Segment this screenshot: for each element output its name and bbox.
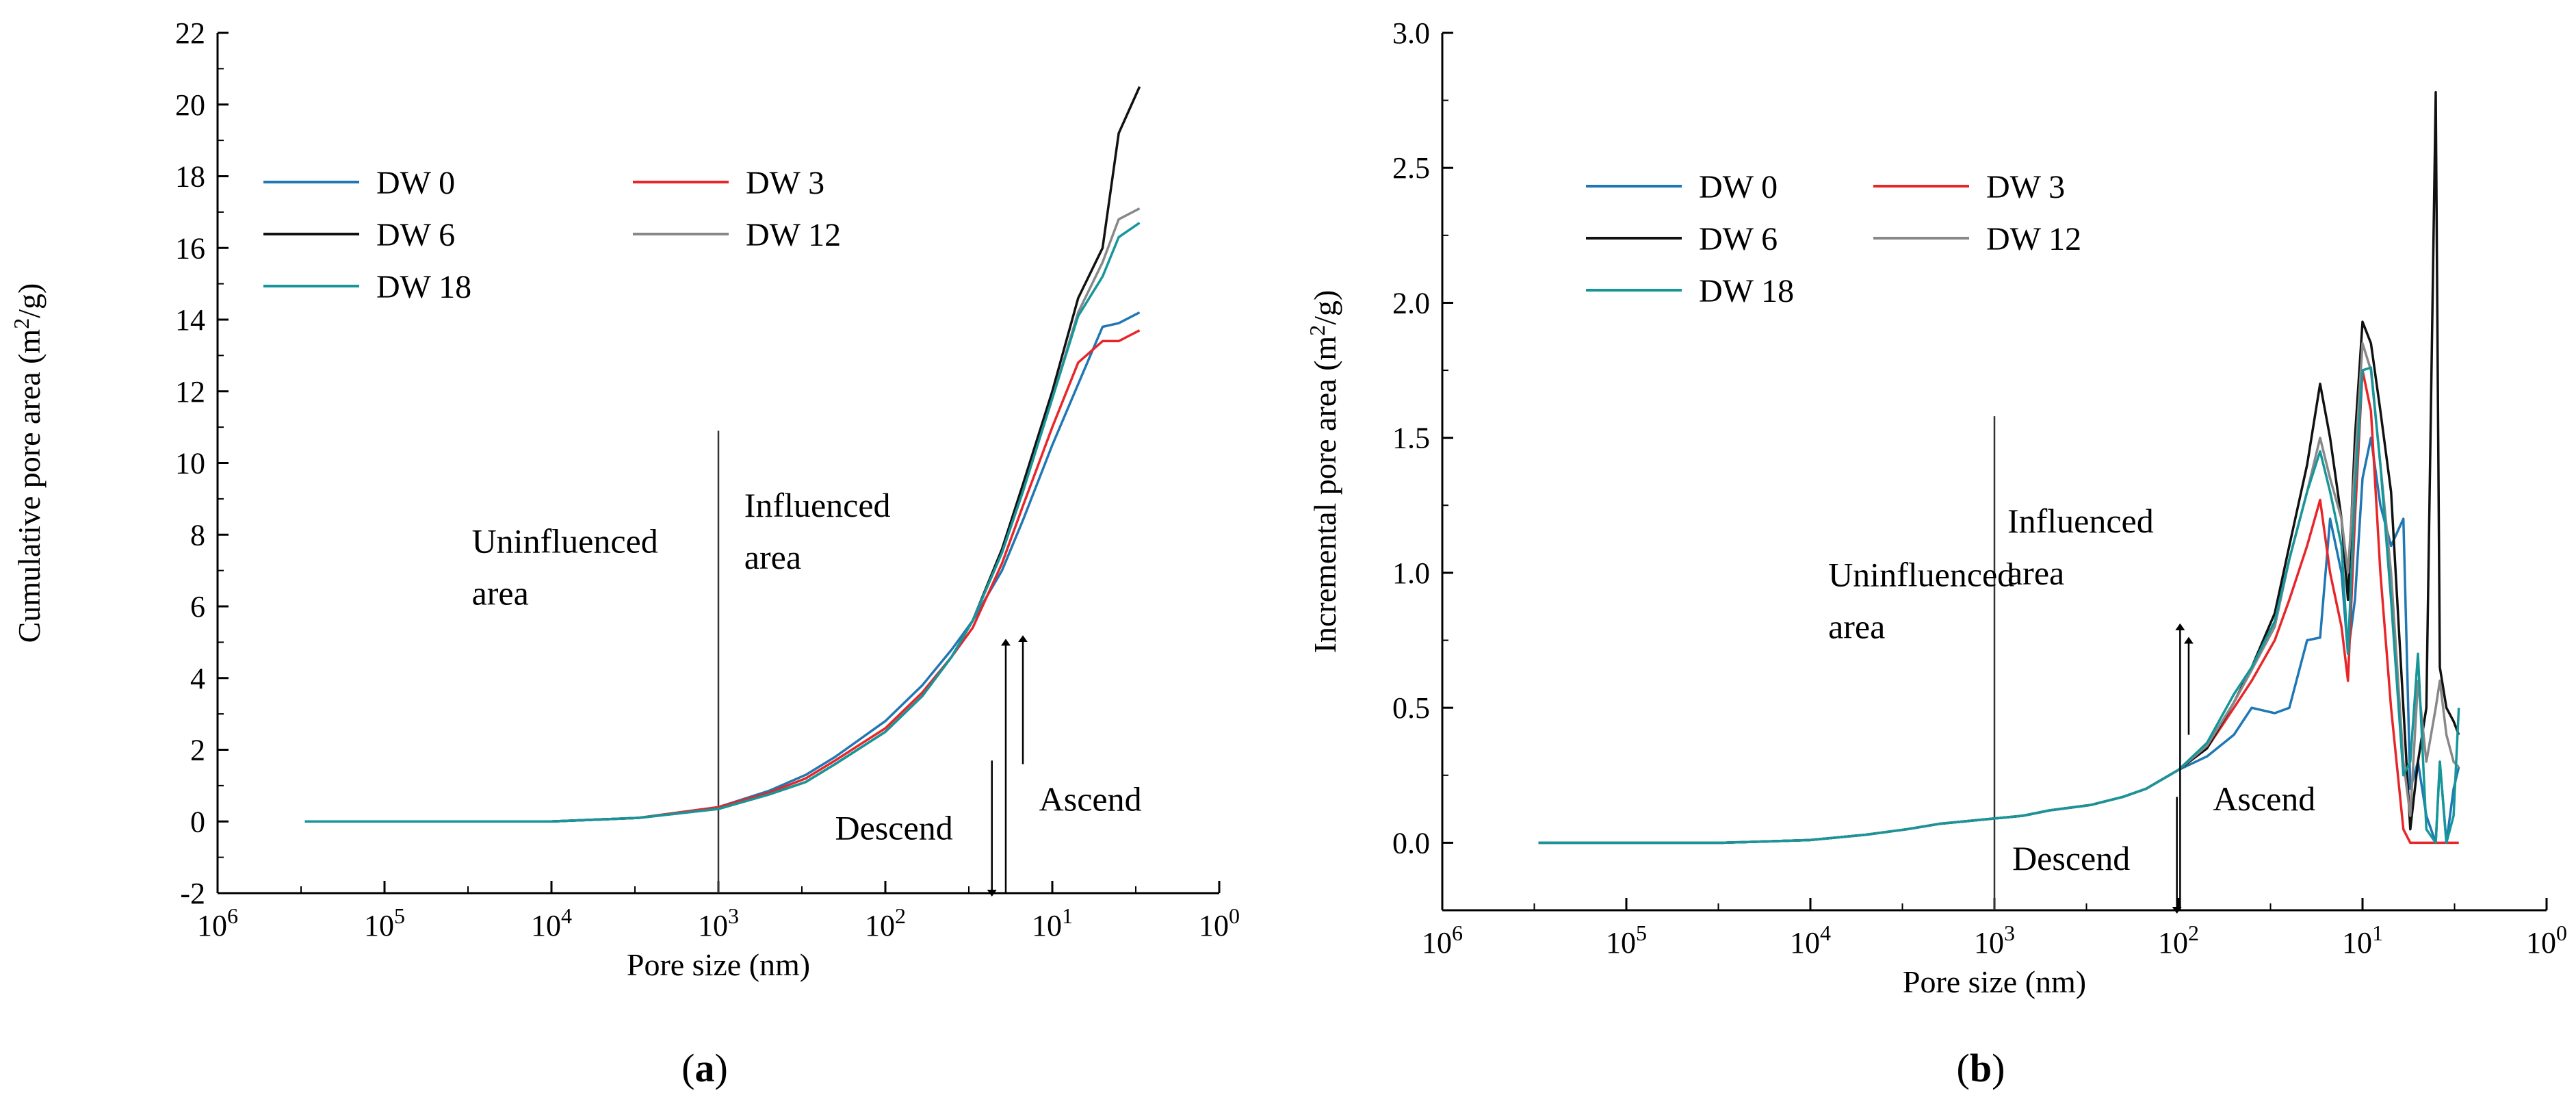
- y-tick-label: 12: [175, 375, 205, 409]
- y-tick-label: 1.0: [1392, 556, 1430, 590]
- legend-label: DW 3: [746, 165, 824, 201]
- y-tick-label: 0: [190, 805, 205, 838]
- series-line-dw-18: [304, 222, 1141, 823]
- y-tick-label: 3.0: [1392, 16, 1430, 50]
- series-line-dw-0: [304, 311, 1141, 823]
- x-tick-label: 104: [1790, 921, 1831, 960]
- x-tick-label: 104: [531, 903, 572, 942]
- y-tick-label: 18: [175, 160, 205, 194]
- y-tick-label: 14: [175, 303, 205, 337]
- panel-b-chart: 0.0 0.5 1.0 1.5 2.0 2.5 3.0 106 105 104 103 102 101 1…: [1305, 16, 2567, 1090]
- annotation-text: Ascend: [1039, 780, 1142, 819]
- x-tick-label: 106: [197, 903, 238, 942]
- x-tick-label: 105: [1606, 921, 1647, 960]
- y-tick-label: 6: [190, 590, 205, 623]
- x-tick-label: 103: [1974, 921, 2015, 960]
- x-axis-title: Pore size (nm): [1903, 964, 2086, 999]
- x-tick-label: 102: [865, 903, 906, 942]
- legend-label: DW 0: [376, 165, 455, 201]
- annotation-text: Descend: [835, 808, 953, 847]
- legend-label: DW 12: [746, 217, 841, 253]
- legend-label: DW 6: [1699, 221, 1778, 257]
- x-tick-label: 100: [1199, 903, 1240, 942]
- annotation-text: Influenced area: [2007, 502, 2154, 592]
- annotation-text: Influenced area: [744, 486, 891, 576]
- x-tick-label: 102: [2158, 921, 2199, 960]
- x-tick-label: 100: [2526, 921, 2567, 960]
- series-line-dw-0: [1538, 436, 2460, 845]
- y-tick-label: 4: [190, 662, 205, 695]
- y-tick-label: 10: [175, 447, 205, 480]
- y-tick-label: 0.5: [1392, 691, 1430, 725]
- x-tick-label: 101: [2342, 921, 2383, 960]
- y-axis-title: Incremental pore area (m2/g): [1305, 290, 1342, 654]
- y-tick-label: 2.5: [1392, 151, 1430, 185]
- annotation-text: Descend: [2012, 839, 2130, 877]
- x-tick-label: 105: [364, 903, 405, 942]
- x-axis-title: Pore size (nm): [627, 947, 810, 982]
- annotation-text: Uninfluenced area: [1828, 556, 2014, 646]
- y-tick-label: 2.0: [1392, 286, 1430, 320]
- series-line-dw-18: [1538, 366, 2460, 845]
- y-tick-label: 20: [175, 88, 205, 122]
- y-tick-label: -2: [180, 877, 205, 910]
- annotation-text: Ascend: [2213, 780, 2315, 818]
- y-tick-label: 22: [175, 16, 205, 50]
- legend-label: DW 6: [376, 217, 455, 253]
- y-axis-title: Cumulative pore area (m2/g): [9, 283, 47, 643]
- legend-label: DW 18: [1699, 273, 1794, 309]
- legend-label: DW 12: [1986, 221, 2081, 257]
- x-tick-label: 103: [698, 903, 739, 942]
- panel-label: (b): [1957, 1046, 2005, 1090]
- annotation-text: Uninfluenced area: [472, 522, 658, 612]
- x-tick-label: 106: [1422, 921, 1463, 960]
- legend-label: DW 0: [1699, 169, 1778, 205]
- x-tick-label: 101: [1032, 903, 1073, 942]
- panel-a-chart: -2 0 2 4 6 8 10 12 14 16 18 20 22 106 105 104 103 102 101 1…: [9, 16, 1240, 1090]
- y-tick-label: 0.0: [1392, 826, 1430, 860]
- legend-label: DW 3: [1986, 169, 2065, 205]
- series-line-dw-3: [304, 329, 1141, 823]
- y-tick-label: 1.5: [1392, 422, 1430, 455]
- y-tick-label: 2: [190, 734, 205, 767]
- panel-label: (a): [681, 1046, 728, 1090]
- y-tick-label: 8: [190, 518, 205, 552]
- y-tick-label: 16: [175, 231, 205, 265]
- legend-label: DW 18: [376, 269, 471, 305]
